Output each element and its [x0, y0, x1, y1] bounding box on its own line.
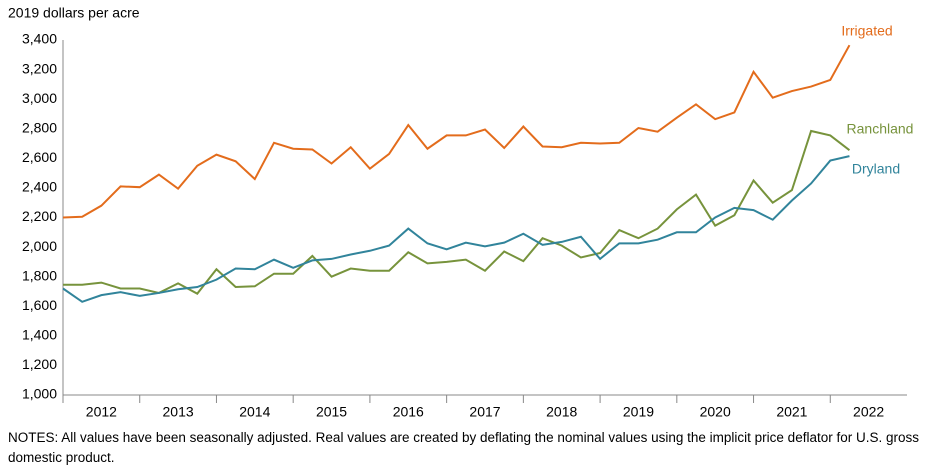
series-label: Ranchland: [847, 121, 914, 137]
line: [62, 155, 850, 303]
line: [63, 129, 851, 295]
y-tick-label: 2,000: [22, 238, 57, 254]
x-tick-label: 2018: [546, 404, 577, 420]
x-tick-label: 2022: [853, 404, 884, 420]
series-label: Irrigated: [841, 23, 892, 39]
x-tick-label: 2021: [776, 404, 807, 420]
x-tick-label: 2014: [239, 404, 270, 420]
y-tick-label: 1,600: [22, 297, 57, 313]
y-tick-label: 2,600: [22, 149, 57, 165]
x-tick-label: 2012: [86, 404, 117, 420]
y-tick-label: 1,400: [22, 327, 57, 343]
notes: NOTES: All values have been seasonally a…: [8, 430, 919, 465]
y-tick-label: 2,400: [22, 179, 57, 195]
series-label: Dryland: [852, 161, 900, 177]
y-tick-label: 1,800: [22, 267, 57, 283]
x-tick-label: 2020: [700, 404, 731, 420]
y-axis-label: 2019 dollars per acre: [8, 5, 140, 21]
x-tick-label: 2015: [316, 404, 347, 420]
y-tick-label: 1,200: [22, 356, 57, 372]
x-tick-label: 2017: [469, 404, 500, 420]
x-tick-label: 2016: [393, 404, 424, 420]
x-tick-label: 2013: [163, 404, 194, 420]
y-tick-label: 3,000: [22, 90, 57, 106]
line: [62, 44, 851, 219]
y-tick-label: 3,200: [22, 60, 57, 76]
x-tick-label: 2019: [623, 404, 654, 420]
y-tick-label: 1,000: [22, 386, 57, 402]
y-tick-label: 3,400: [22, 31, 57, 47]
y-tick-label: 2,800: [22, 119, 57, 135]
y-tick-label: 2,200: [22, 208, 57, 224]
